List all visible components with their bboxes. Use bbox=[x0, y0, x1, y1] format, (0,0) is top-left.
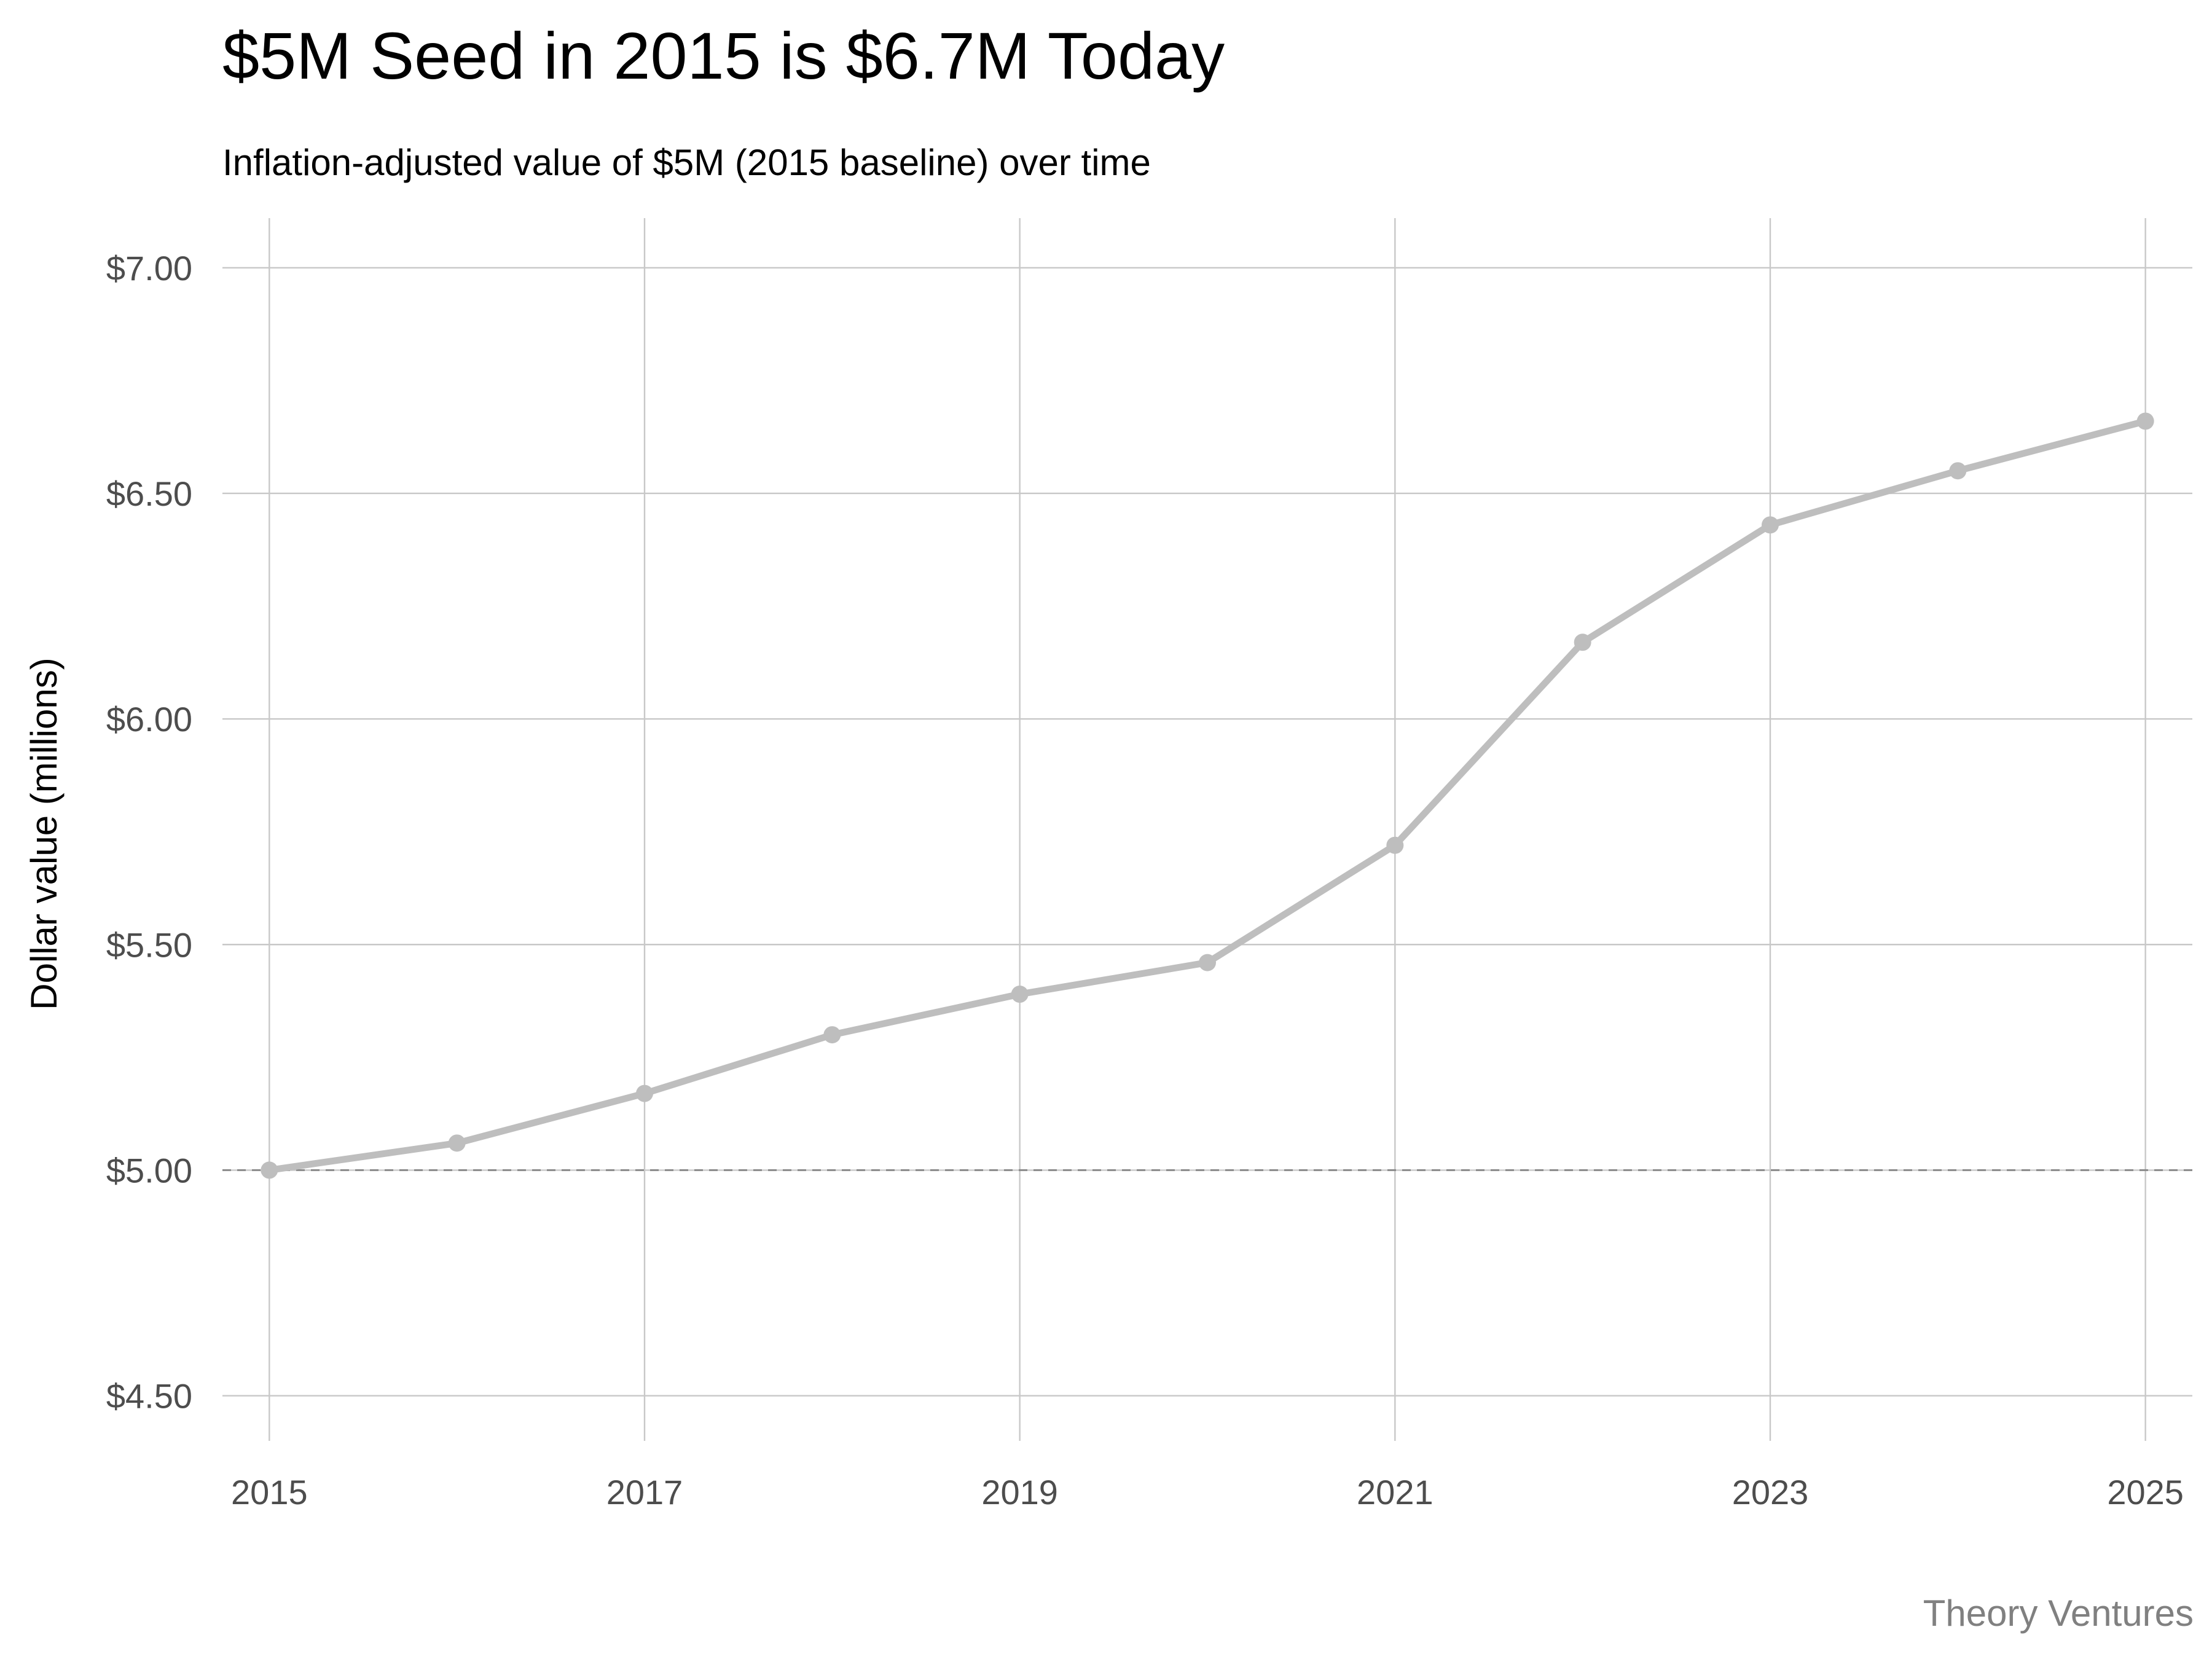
x-tick-label: 2025 bbox=[2107, 1473, 2184, 1512]
chart-subtitle: Inflation-adjusted value of $5M (2015 ba… bbox=[222, 142, 1151, 183]
grid-lines bbox=[222, 218, 2192, 1441]
data-point bbox=[1762, 516, 1779, 534]
data-point bbox=[1011, 986, 1029, 1003]
y-tick-label: $4.50 bbox=[106, 1377, 192, 1416]
y-axis-label: Dollar value (millions) bbox=[23, 657, 65, 1010]
data-point bbox=[1949, 462, 1967, 480]
data-point bbox=[823, 1026, 841, 1044]
data-point bbox=[261, 1161, 278, 1179]
data-point bbox=[1386, 836, 1404, 854]
x-tick-label: 2021 bbox=[1357, 1473, 1433, 1512]
data-point bbox=[636, 1084, 653, 1102]
series-line bbox=[265, 417, 2149, 1174]
data-point bbox=[1199, 954, 1216, 971]
x-tick-label: 2017 bbox=[606, 1473, 683, 1512]
axis-tick-labels: 2015 2017 2019 2021 2023 2025 $4.50 $5.00 $5.50 $… bbox=[106, 249, 2184, 1512]
data-point bbox=[2136, 412, 2154, 430]
x-tick-label: 2015 bbox=[231, 1473, 308, 1512]
chart-caption: Theory Ventures bbox=[1923, 1593, 2194, 1634]
y-tick-label: $5.00 bbox=[106, 1151, 192, 1190]
y-tick-label: $6.50 bbox=[106, 474, 192, 513]
y-tick-label: $7.00 bbox=[106, 249, 192, 288]
x-tick-label: 2019 bbox=[981, 1473, 1058, 1512]
y-tick-label: $5.50 bbox=[106, 925, 192, 964]
y-tick-label: $6.00 bbox=[106, 700, 192, 739]
data-point bbox=[448, 1134, 466, 1152]
chart-title: $5M Seed in 2015 is $6.7M Today bbox=[222, 18, 1225, 93]
series-group bbox=[261, 412, 2154, 1179]
x-tick-label: 2023 bbox=[1732, 1473, 1809, 1512]
data-point bbox=[1574, 633, 1591, 651]
